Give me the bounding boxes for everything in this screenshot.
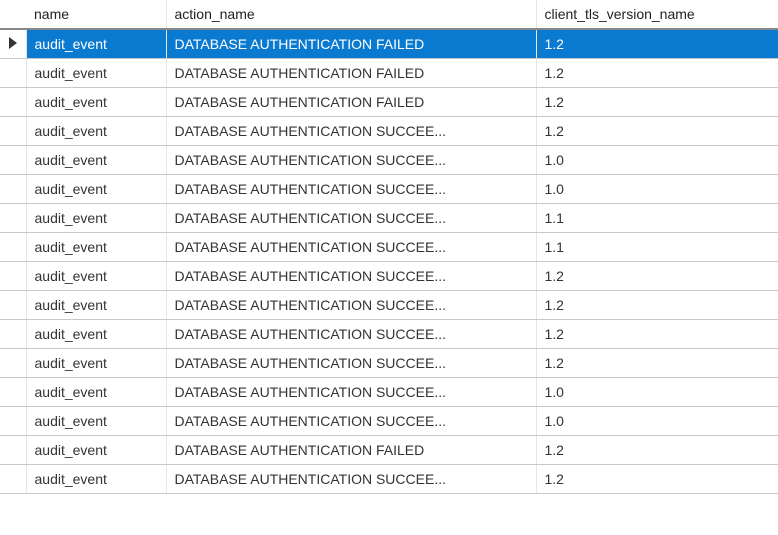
table-row[interactable]: audit_eventDATABASE AUTHENTICATION FAILE… bbox=[0, 59, 778, 88]
cell-name[interactable]: audit_event bbox=[26, 436, 166, 465]
cell-client-tls-version[interactable]: 1.2 bbox=[536, 349, 778, 378]
row-indicator-cell bbox=[0, 320, 26, 349]
table-row[interactable]: audit_eventDATABASE AUTHENTICATION SUCCE… bbox=[0, 146, 778, 175]
cell-action-name[interactable]: DATABASE AUTHENTICATION SUCCEE... bbox=[166, 407, 536, 436]
row-indicator-cell bbox=[0, 262, 26, 291]
cell-client-tls-version[interactable]: 1.2 bbox=[536, 88, 778, 117]
cell-name[interactable]: audit_event bbox=[26, 29, 166, 59]
column-header-client-tls[interactable]: client_tls_version_name bbox=[536, 0, 778, 29]
table-row[interactable]: audit_eventDATABASE AUTHENTICATION SUCCE… bbox=[0, 407, 778, 436]
cell-client-tls-version[interactable]: 1.2 bbox=[536, 262, 778, 291]
table-row[interactable]: audit_eventDATABASE AUTHENTICATION FAILE… bbox=[0, 29, 778, 59]
cell-action-name[interactable]: DATABASE AUTHENTICATION FAILED bbox=[166, 29, 536, 59]
cell-client-tls-version[interactable]: 1.2 bbox=[536, 29, 778, 59]
cell-client-tls-version[interactable]: 1.1 bbox=[536, 204, 778, 233]
column-header-name[interactable]: name bbox=[26, 0, 166, 29]
cell-action-name[interactable]: DATABASE AUTHENTICATION SUCCEE... bbox=[166, 117, 536, 146]
row-indicator-cell bbox=[0, 436, 26, 465]
cell-name[interactable]: audit_event bbox=[26, 465, 166, 494]
cell-action-name[interactable]: DATABASE AUTHENTICATION SUCCEE... bbox=[166, 175, 536, 204]
cell-action-name[interactable]: DATABASE AUTHENTICATION SUCCEE... bbox=[166, 291, 536, 320]
cell-action-name[interactable]: DATABASE AUTHENTICATION FAILED bbox=[166, 59, 536, 88]
row-indicator-cell bbox=[0, 465, 26, 494]
cell-client-tls-version[interactable]: 1.2 bbox=[536, 465, 778, 494]
cell-action-name[interactable]: DATABASE AUTHENTICATION SUCCEE... bbox=[166, 204, 536, 233]
cell-name[interactable]: audit_event bbox=[26, 204, 166, 233]
row-indicator-cell bbox=[0, 117, 26, 146]
row-indicator-cell bbox=[0, 88, 26, 117]
row-indicator-cell bbox=[0, 349, 26, 378]
cell-name[interactable]: audit_event bbox=[26, 407, 166, 436]
table-row[interactable]: audit_eventDATABASE AUTHENTICATION SUCCE… bbox=[0, 233, 778, 262]
row-indicator-header bbox=[0, 0, 26, 29]
table-row[interactable]: audit_eventDATABASE AUTHENTICATION SUCCE… bbox=[0, 291, 778, 320]
cell-client-tls-version[interactable]: 1.1 bbox=[536, 233, 778, 262]
cell-name[interactable]: audit_event bbox=[26, 262, 166, 291]
cell-client-tls-version[interactable]: 1.0 bbox=[536, 146, 778, 175]
header-row: name action_name client_tls_version_name bbox=[0, 0, 778, 29]
cell-action-name[interactable]: DATABASE AUTHENTICATION SUCCEE... bbox=[166, 349, 536, 378]
row-indicator-cell bbox=[0, 407, 26, 436]
table-row[interactable]: audit_eventDATABASE AUTHENTICATION FAILE… bbox=[0, 436, 778, 465]
row-indicator-cell bbox=[0, 175, 26, 204]
row-indicator-cell bbox=[0, 146, 26, 175]
cell-name[interactable]: audit_event bbox=[26, 378, 166, 407]
cell-name[interactable]: audit_event bbox=[26, 233, 166, 262]
table-row[interactable]: audit_eventDATABASE AUTHENTICATION FAILE… bbox=[0, 88, 778, 117]
table-row[interactable]: audit_eventDATABASE AUTHENTICATION SUCCE… bbox=[0, 378, 778, 407]
table-row[interactable]: audit_eventDATABASE AUTHENTICATION SUCCE… bbox=[0, 117, 778, 146]
cell-name[interactable]: audit_event bbox=[26, 59, 166, 88]
table-row[interactable]: audit_eventDATABASE AUTHENTICATION SUCCE… bbox=[0, 465, 778, 494]
table-row[interactable]: audit_eventDATABASE AUTHENTICATION SUCCE… bbox=[0, 175, 778, 204]
table-row[interactable]: audit_eventDATABASE AUTHENTICATION SUCCE… bbox=[0, 262, 778, 291]
cell-name[interactable]: audit_event bbox=[26, 291, 166, 320]
cell-action-name[interactable]: DATABASE AUTHENTICATION SUCCEE... bbox=[166, 146, 536, 175]
cell-action-name[interactable]: DATABASE AUTHENTICATION SUCCEE... bbox=[166, 465, 536, 494]
table-row[interactable]: audit_eventDATABASE AUTHENTICATION SUCCE… bbox=[0, 349, 778, 378]
cell-name[interactable]: audit_event bbox=[26, 175, 166, 204]
cell-client-tls-version[interactable]: 1.0 bbox=[536, 175, 778, 204]
cell-action-name[interactable]: DATABASE AUTHENTICATION SUCCEE... bbox=[166, 233, 536, 262]
cell-action-name[interactable]: DATABASE AUTHENTICATION SUCCEE... bbox=[166, 320, 536, 349]
row-indicator-cell bbox=[0, 233, 26, 262]
cell-client-tls-version[interactable]: 1.2 bbox=[536, 320, 778, 349]
column-header-action-name[interactable]: action_name bbox=[166, 0, 536, 29]
cell-action-name[interactable]: DATABASE AUTHENTICATION FAILED bbox=[166, 436, 536, 465]
cell-client-tls-version[interactable]: 1.2 bbox=[536, 436, 778, 465]
cell-client-tls-version[interactable]: 1.2 bbox=[536, 291, 778, 320]
cell-client-tls-version[interactable]: 1.2 bbox=[536, 59, 778, 88]
cell-action-name[interactable]: DATABASE AUTHENTICATION FAILED bbox=[166, 88, 536, 117]
row-indicator-cell bbox=[0, 59, 26, 88]
cell-name[interactable]: audit_event bbox=[26, 349, 166, 378]
cell-client-tls-version[interactable]: 1.2 bbox=[536, 117, 778, 146]
row-indicator-cell bbox=[0, 291, 26, 320]
cell-name[interactable]: audit_event bbox=[26, 88, 166, 117]
results-grid[interactable]: name action_name client_tls_version_name… bbox=[0, 0, 778, 494]
row-indicator-cell bbox=[0, 378, 26, 407]
cell-name[interactable]: audit_event bbox=[26, 320, 166, 349]
table-row[interactable]: audit_eventDATABASE AUTHENTICATION SUCCE… bbox=[0, 204, 778, 233]
cell-name[interactable]: audit_event bbox=[26, 146, 166, 175]
cell-client-tls-version[interactable]: 1.0 bbox=[536, 407, 778, 436]
cell-client-tls-version[interactable]: 1.0 bbox=[536, 378, 778, 407]
table-row[interactable]: audit_eventDATABASE AUTHENTICATION SUCCE… bbox=[0, 320, 778, 349]
current-row-pointer-icon bbox=[9, 37, 17, 49]
cell-action-name[interactable]: DATABASE AUTHENTICATION SUCCEE... bbox=[166, 378, 536, 407]
row-indicator-cell bbox=[0, 29, 26, 59]
cell-action-name[interactable]: DATABASE AUTHENTICATION SUCCEE... bbox=[166, 262, 536, 291]
cell-name[interactable]: audit_event bbox=[26, 117, 166, 146]
row-indicator-cell bbox=[0, 204, 26, 233]
